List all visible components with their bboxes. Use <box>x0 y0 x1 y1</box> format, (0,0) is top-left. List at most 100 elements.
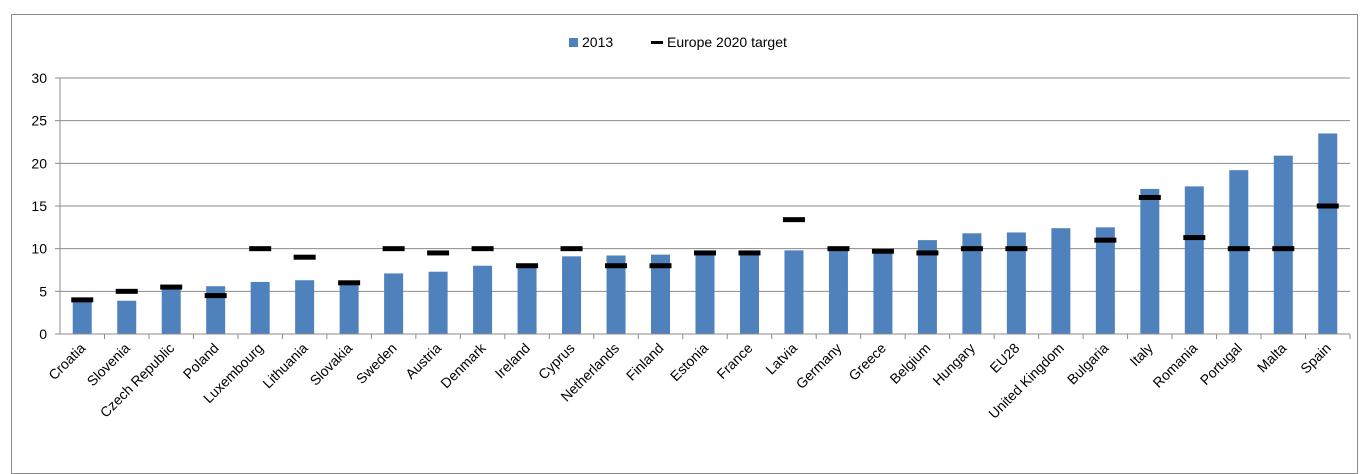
y-tick-label: 10 <box>31 241 47 257</box>
x-tick-label: Finland <box>623 340 667 384</box>
bar <box>828 249 848 334</box>
x-tick-label: Greece <box>845 340 889 384</box>
target-marker <box>516 263 539 269</box>
bar <box>606 255 626 334</box>
bar <box>250 281 270 334</box>
target-marker <box>738 250 761 256</box>
x-tick-label: Malta <box>1254 340 1290 376</box>
bar <box>739 252 759 334</box>
y-tick-label: 30 <box>31 70 47 86</box>
target-marker <box>782 217 805 223</box>
bar <box>72 299 92 334</box>
x-tick-label: Slovakia <box>307 340 356 389</box>
target-marker <box>160 284 183 290</box>
x-tick-label: Romania <box>1149 340 1200 391</box>
target-marker <box>1316 203 1339 209</box>
y-tick-label: 0 <box>39 326 47 342</box>
x-tick-label: Cyprus <box>535 340 578 383</box>
bar <box>1229 170 1249 334</box>
x-tick-label: Sweden <box>353 340 400 387</box>
target-marker <box>427 250 450 256</box>
target-marker <box>916 250 939 256</box>
target-marker <box>71 297 94 303</box>
target-marker <box>382 246 405 252</box>
x-tick-label: Latvia <box>762 340 800 378</box>
bar <box>873 250 893 334</box>
legend-swatch-2013 <box>569 38 578 47</box>
bar <box>962 233 982 334</box>
y-tick-label: 15 <box>31 198 47 214</box>
x-tick-label: Hungary <box>929 340 978 389</box>
target-marker <box>338 280 361 286</box>
target-marker <box>249 246 272 252</box>
bar <box>917 240 937 334</box>
x-tick-label: Lithuania <box>259 340 311 392</box>
legend-label-2013: 2013 <box>582 34 613 50</box>
y-tick-label: 20 <box>31 155 47 171</box>
target-marker <box>827 246 850 252</box>
bar <box>1051 228 1071 334</box>
bars-2013 <box>72 133 1338 334</box>
bar <box>695 251 715 334</box>
target-marker <box>649 263 672 269</box>
bar <box>1318 133 1338 334</box>
x-tick-label: Croatia <box>45 340 88 383</box>
y-tick-label: 25 <box>31 113 47 129</box>
bar <box>161 287 181 334</box>
target-marker <box>560 246 583 252</box>
target-marker <box>471 246 494 252</box>
chart-frame <box>11 14 1358 474</box>
bar <box>117 300 137 334</box>
bar <box>295 280 315 334</box>
x-tick-label: Bulgaria <box>1064 340 1112 388</box>
bar <box>206 286 226 334</box>
bar <box>384 273 404 334</box>
x-tick-label: Ireland <box>492 340 534 382</box>
target-marker <box>1005 246 1028 252</box>
bar <box>1006 232 1026 334</box>
target-marker <box>1094 237 1117 243</box>
bar <box>1140 188 1160 334</box>
target-marker <box>605 263 628 269</box>
x-tick-label: Poland <box>180 340 222 382</box>
target-marker <box>1272 246 1295 252</box>
x-tick-label: Spain <box>1297 340 1334 377</box>
x-tick-label: United Kingdom <box>985 340 1067 422</box>
x-tick-label: Germany <box>793 340 845 392</box>
bar <box>339 281 359 334</box>
target-markers <box>71 194 1339 303</box>
x-tick-label: Portugal <box>1197 340 1245 388</box>
bar <box>1095 227 1115 334</box>
x-tick-label: Italy <box>1126 340 1155 369</box>
gridlines <box>60 77 1350 292</box>
legend-swatch-target <box>651 41 663 44</box>
target-marker <box>293 254 316 260</box>
bar <box>1184 186 1204 334</box>
bar <box>784 250 804 334</box>
legend: 2013 Europe 2020 target <box>569 34 787 50</box>
target-marker <box>1227 246 1250 252</box>
target-marker <box>960 246 983 252</box>
target-marker <box>115 288 138 294</box>
bar <box>517 264 537 334</box>
x-tick-label: Austria <box>402 340 444 382</box>
bar <box>651 254 671 334</box>
bar <box>562 256 582 334</box>
bar <box>473 265 493 334</box>
x-tick-label: EU28 <box>986 340 1022 376</box>
x-tick-label: Estonia <box>667 340 711 384</box>
target-marker <box>204 293 227 299</box>
x-tick-label: Denmark <box>437 339 489 391</box>
target-marker <box>1183 235 1206 241</box>
target-marker <box>1138 194 1161 200</box>
bar <box>428 271 448 334</box>
target-marker <box>871 248 894 254</box>
y-tick-labels: 0 5 10 15 20 25 30 <box>31 70 60 342</box>
x-tick-label: France <box>713 340 755 382</box>
legend-label-target: Europe 2020 target <box>667 34 787 50</box>
bar <box>1273 155 1293 334</box>
target-marker <box>694 250 716 256</box>
x-tick-label: Belgium <box>886 340 933 387</box>
